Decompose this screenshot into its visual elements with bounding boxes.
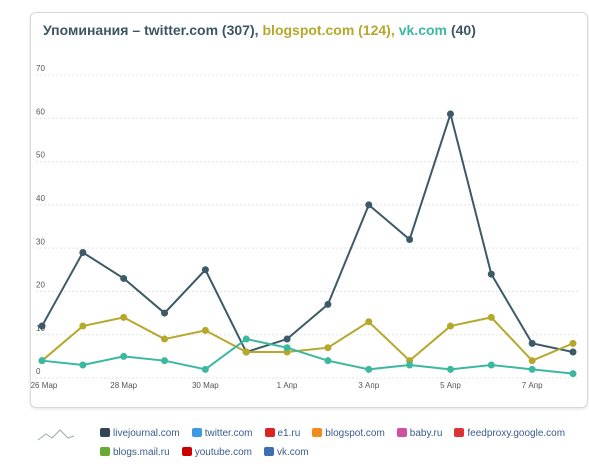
- point: [446, 110, 454, 118]
- y-tick-label: 70: [36, 64, 45, 73]
- point: [528, 365, 536, 373]
- point: [161, 309, 169, 317]
- point: [487, 313, 495, 321]
- x-tick-label: 30 Мар: [192, 381, 219, 390]
- x-tick-label: 26 Мар: [31, 381, 58, 390]
- point: [38, 322, 46, 330]
- line-series: [41, 337, 574, 375]
- point: [569, 348, 577, 356]
- legend-icon: [100, 428, 110, 437]
- y-tick-label: 40: [36, 194, 45, 203]
- legend-text: blogspot.com: [325, 428, 385, 439]
- point: [324, 357, 332, 365]
- legend-icon: [263, 447, 274, 456]
- legend-link[interactable]: blogspot.com: [312, 428, 385, 439]
- title-part: blogspot.com (124),: [262, 22, 395, 38]
- point: [38, 357, 46, 365]
- point: [365, 365, 373, 373]
- legend-text: baby.ru: [409, 428, 443, 439]
- widget: Упоминания – twitter.com (307), blogspot.c…: [30, 12, 588, 408]
- legend-link[interactable]: blogs.mail.ru: [100, 447, 170, 458]
- legend-icon: [454, 428, 465, 437]
- point: [161, 335, 169, 343]
- legend: livejournal.com twitter.com e1.ru blogspot.…: [100, 428, 580, 466]
- point: [283, 344, 291, 352]
- legend-link[interactable]: baby.ru: [396, 428, 443, 439]
- x-tick-label: 7 Апр: [522, 381, 543, 390]
- legend-icon: [181, 447, 192, 456]
- point: [569, 370, 577, 378]
- title-part: (40): [450, 22, 476, 38]
- point: [201, 365, 209, 373]
- legend-text: youtube.com: [194, 447, 252, 458]
- y-tick-label: 20: [36, 281, 45, 290]
- point: [201, 326, 209, 334]
- x-tick-label: 5 Апр: [440, 381, 461, 390]
- point: [324, 344, 332, 352]
- point: [120, 352, 128, 360]
- point: [120, 313, 128, 321]
- point: [406, 235, 414, 243]
- point: [406, 361, 414, 369]
- point: [528, 357, 536, 365]
- point: [120, 274, 128, 282]
- legend-text: e1.ru: [277, 428, 301, 439]
- legend-text: livejournal.com: [113, 428, 180, 439]
- x-tick-label: 1 Апр: [277, 381, 298, 390]
- x-tick-label: 28 Мар: [110, 381, 137, 390]
- legend-link[interactable]: youtube.com: [181, 447, 252, 458]
- point: [487, 361, 495, 369]
- legend-icon: [312, 428, 323, 437]
- legend-icon: [191, 428, 202, 437]
- line-series: [41, 110, 574, 354]
- point: [569, 339, 577, 347]
- legend-text: blogs.mail.ru: [113, 447, 170, 458]
- point: [161, 357, 169, 365]
- legend-text: twitter.com: [204, 428, 253, 439]
- legend-text: vk.com: [276, 447, 309, 458]
- y-tick-label: 60: [36, 107, 45, 116]
- legend-icon: [396, 428, 407, 437]
- legend-text: feedproxy.google.com: [467, 428, 566, 439]
- point: [283, 335, 291, 343]
- sparkline-icon: [37, 429, 75, 441]
- point: [324, 300, 332, 308]
- x-tick-label: 3 Апр: [358, 381, 379, 390]
- point: [487, 270, 495, 278]
- legend-link[interactable]: vk.com: [263, 447, 309, 458]
- point: [446, 365, 454, 373]
- point: [79, 322, 87, 330]
- point: [365, 318, 373, 326]
- point: [446, 322, 454, 330]
- point: [79, 248, 87, 256]
- point: [79, 361, 87, 369]
- point: [242, 348, 250, 356]
- point: [201, 266, 209, 274]
- title-part: vk.com: [398, 22, 447, 38]
- chart-title: Упоминания – twitter.com (307), blogspot.c…: [43, 23, 573, 38]
- point: [528, 339, 536, 347]
- title-part: Упоминания –: [43, 22, 141, 38]
- y-tick-label: 30: [36, 237, 45, 246]
- legend-icon: [100, 447, 110, 456]
- y-tick-label: 0: [36, 367, 41, 376]
- legend-link[interactable]: livejournal.com: [100, 428, 180, 439]
- title-part: twitter.com (307),: [144, 22, 259, 38]
- line-series: [41, 316, 574, 363]
- y-tick-label: 50: [36, 151, 45, 160]
- legend-link[interactable]: e1.ru: [264, 428, 301, 439]
- legend-icon: [264, 428, 275, 437]
- point: [365, 201, 373, 209]
- point: [242, 335, 250, 343]
- legend-link[interactable]: twitter.com: [191, 428, 253, 439]
- legend-link[interactable]: feedproxy.google.com: [454, 428, 565, 439]
